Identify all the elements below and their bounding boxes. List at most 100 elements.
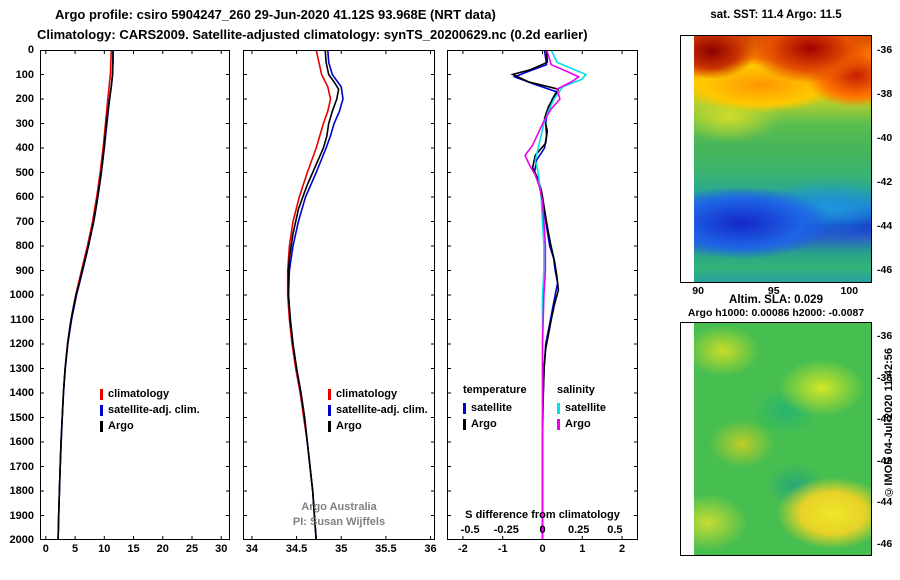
satellite-temp-line-swatch <box>463 402 466 414</box>
tick-label: 0 <box>539 543 546 555</box>
difference-profile-panel <box>447 50 638 540</box>
tick-label: -40 <box>877 413 893 426</box>
legend-label: Argo <box>336 420 362 432</box>
argo-temp-line-swatch <box>463 418 466 430</box>
salinity-profile-panel <box>243 50 435 540</box>
tick-label: 34.5 <box>285 543 308 555</box>
climatology-line-swatch <box>100 388 103 400</box>
tick-label: 700 <box>15 215 34 228</box>
tick-label: 0 <box>539 524 546 536</box>
tick-label: 0 <box>42 543 49 555</box>
series-line-climatology <box>57 50 113 540</box>
tick-label: 1100 <box>10 313 34 326</box>
legend-item-satellite-sal: satellite <box>557 400 606 416</box>
page-subtitle: Climatology: CARS2009. Satellite-adjuste… <box>37 27 588 42</box>
series-line-argo <box>57 50 114 540</box>
salinity-axis-labels: 34 34.5 35 35.5 36 <box>243 543 437 557</box>
tick-label: 400 <box>15 142 34 154</box>
plot-frame <box>447 50 638 540</box>
tick-label: 95 <box>767 285 780 297</box>
tick-label: 2 <box>619 543 626 555</box>
legend-item-climatology: climatology <box>328 386 428 402</box>
legend-item-argo-temp: Argo <box>463 416 527 432</box>
legend-label: Argo <box>565 418 591 430</box>
argo-heights-label: Argo h1000: 0.00086 h2000: -0.0087 <box>687 307 865 319</box>
argo-line-swatch <box>328 420 331 432</box>
altim-sla-label: Altim. SLA: 0.029 <box>729 294 823 306</box>
tick-label: -44 <box>877 496 893 509</box>
tick-label: 5 <box>72 543 79 555</box>
tick-label: -36 <box>877 330 893 343</box>
tick-label: 100 <box>840 285 859 297</box>
series-line-satellite <box>512 50 559 540</box>
tick-label: 1500 <box>9 411 34 424</box>
legend-item-satellite-adj-clim: satellite-adj. clim. <box>328 402 428 418</box>
legend-item-argo-sal: Argo <box>557 416 606 432</box>
tick-label: 1 <box>579 543 586 555</box>
temperature-profile-plot <box>40 50 230 540</box>
legend-group-salinity: salinity <box>557 384 595 396</box>
tick-label: -42 <box>877 454 893 467</box>
tick-label: -0.5 <box>460 524 480 536</box>
tick-label: -42 <box>877 176 893 189</box>
plot-frame <box>40 50 230 540</box>
temperature-axis-labels: 0 5 10 15 20 25 30 <box>40 543 230 557</box>
tick-label: -38 <box>877 371 893 384</box>
tick-label: -2 <box>458 543 468 555</box>
tick-label: 1200 <box>9 338 34 350</box>
tick-label: 35 <box>335 543 348 555</box>
tick-label: 1800 <box>9 485 34 497</box>
pi-label: PI: Susan Wijffels <box>292 516 386 528</box>
page-title: Argo profile: csiro 5904247_260 29-Jun-2… <box>55 7 496 22</box>
tick-label: 15 <box>127 543 140 555</box>
satellite-sal-line-swatch <box>557 402 560 414</box>
tick-label: 600 <box>15 191 34 203</box>
tick-label: -46 <box>877 263 893 276</box>
series-line-argo <box>510 50 560 540</box>
satellite-adj-line-swatch <box>328 404 331 416</box>
tick-label: 1300 <box>9 362 34 375</box>
legend-temperature-diff-column: temperature satellite Argo <box>463 384 527 432</box>
series-line-climatology <box>286 50 332 540</box>
tick-label: 0 <box>27 44 34 56</box>
tick-label: 1600 <box>9 436 34 448</box>
series-line-satellite-adj-clim- <box>287 50 344 540</box>
sst-heatmap-raster <box>681 36 871 282</box>
sla-heatmap-raster <box>681 323 871 555</box>
tick-label: 200 <box>15 93 34 105</box>
tick-label: 20 <box>156 543 169 555</box>
legend-temperature-panel: climatology satellite-adj. clim. Argo <box>100 386 200 434</box>
legend-label: satellite <box>471 402 512 414</box>
climatology-line-swatch <box>328 388 331 400</box>
legend-item-satellite-adj-clim: satellite-adj. clim. <box>100 402 200 418</box>
tick-label: 90 <box>692 285 704 297</box>
tick-label: 1000 <box>9 289 34 301</box>
temperature-profile-panel <box>40 50 230 540</box>
tick-label: 0.5 <box>607 524 623 536</box>
legend-label: satellite-adj. clim. <box>108 404 200 416</box>
legend-item-argo: Argo <box>328 418 428 434</box>
tick-label: 1400 <box>9 387 34 399</box>
tick-label: -46 <box>877 537 893 550</box>
tick-label: 36 <box>424 543 437 555</box>
tick-label: 100 <box>15 68 34 81</box>
tick-label: 25 <box>185 543 199 555</box>
tick-label: 30 <box>215 543 228 555</box>
legend-item-argo: Argo <box>100 418 200 434</box>
series-line-argo <box>524 50 581 540</box>
argo-sal-line-swatch <box>557 418 560 430</box>
tick-label: 900 <box>15 264 34 277</box>
argo-line-swatch <box>100 420 103 432</box>
legend-label: Argo <box>108 420 134 432</box>
series-line-argo <box>287 50 340 540</box>
tick-label: -44 <box>877 219 893 232</box>
tick-label: 0.25 <box>567 524 590 536</box>
sst-latitude-labels: -36 -38 -40 -42 -44 -46 <box>875 35 900 283</box>
salinity-difference-axis-labels: -0.5 -0.25 0 0.25 0.5 <box>447 524 638 537</box>
sla-nodata-strip <box>681 323 694 555</box>
legend-group-temperature: temperature <box>463 384 527 396</box>
sst-nodata-strip <box>681 36 694 282</box>
sst-map-title: sat. SST: 11.4 Argo: 11.5 <box>710 9 842 21</box>
sla-latitude-labels: -36 -38 -40 -42 -44 -46 <box>875 322 900 556</box>
